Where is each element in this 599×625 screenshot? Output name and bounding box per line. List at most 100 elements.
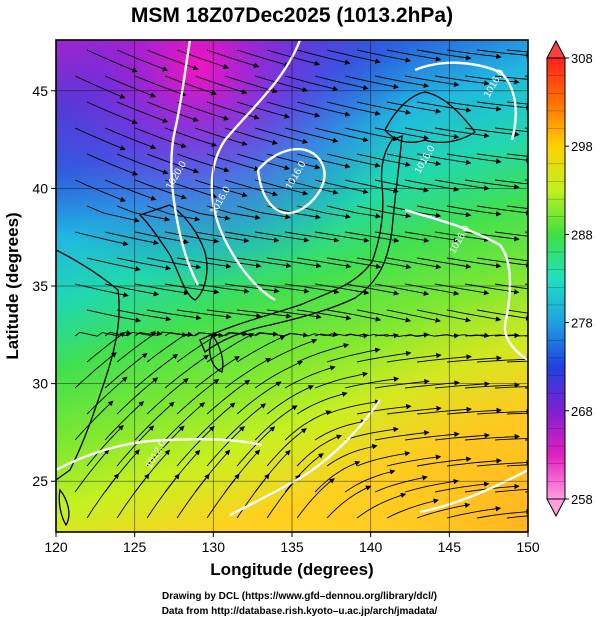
streamline [344, 426, 399, 441]
streamline [357, 49, 412, 63]
streamline [176, 378, 220, 415]
streamline [117, 257, 172, 271]
streamline [387, 257, 442, 270]
streamline [447, 205, 502, 217]
streamline [386, 498, 439, 519]
streamline [267, 257, 322, 269]
streamline [357, 350, 412, 363]
streamline [284, 75, 339, 92]
streamline [224, 179, 279, 197]
streamline [326, 444, 378, 467]
streamline [284, 179, 339, 195]
streamline [327, 257, 382, 269]
streamline [507, 205, 528, 209]
streamline [387, 101, 442, 114]
streamline [134, 75, 187, 97]
streamline [315, 231, 370, 243]
streamline [495, 438, 528, 441]
kyushu-coastline [208, 333, 224, 373]
streamline [344, 75, 399, 90]
x-tick-label: 125 [123, 539, 147, 555]
colorbar-tick-label: 308 [571, 51, 593, 66]
streamline [465, 434, 521, 441]
streamline [74, 75, 126, 99]
streamline [375, 179, 430, 193]
credit-drawing: Drawing by DCL (https://www.gfd–dennou.o… [161, 591, 437, 602]
streamline [297, 309, 352, 321]
streamline [104, 231, 159, 246]
taiwan-coastline [58, 488, 70, 527]
streamline [134, 401, 175, 441]
streamline [195, 231, 250, 244]
streamline [236, 335, 286, 363]
streamline [296, 205, 351, 220]
streamline [87, 309, 142, 323]
y-axis-ticks: 25 30 35 40 45 [32, 83, 56, 489]
streamline [134, 127, 187, 148]
streamline [176, 332, 224, 363]
streamline [435, 179, 490, 191]
x-tick-label: 120 [44, 539, 68, 555]
streamline [495, 231, 528, 237]
streamline [507, 464, 528, 467]
streamline [417, 456, 472, 467]
coastlines [56, 91, 476, 527]
streamline [116, 101, 169, 123]
streamline [416, 502, 471, 519]
streamline [344, 179, 399, 194]
streamline [134, 353, 179, 389]
streamline [296, 153, 351, 169]
streamline [206, 205, 261, 220]
streamline [507, 309, 528, 314]
streamline [435, 381, 490, 389]
streamline [237, 257, 292, 269]
wind-streamlines [74, 49, 528, 519]
streamline [104, 352, 148, 389]
streamline [375, 378, 430, 389]
streamline [207, 257, 262, 269]
streamline [477, 101, 528, 111]
streamline [344, 376, 400, 389]
streamline [165, 231, 220, 244]
china-coastline [56, 249, 120, 481]
streamline [477, 205, 528, 216]
streamline [254, 179, 309, 196]
streamline [327, 309, 382, 322]
streamline [296, 478, 335, 519]
colorbar-tick-label: 268 [571, 404, 593, 419]
streamline [344, 332, 399, 339]
streamline [224, 75, 278, 94]
streamline [477, 509, 528, 519]
x-tick-label: 145 [438, 539, 462, 555]
streamline [164, 354, 209, 389]
streamline [255, 283, 310, 294]
streamline [177, 309, 232, 320]
streamline [477, 49, 528, 58]
streamline [314, 460, 361, 493]
streamline [164, 402, 206, 441]
streamline [74, 127, 126, 151]
streamline [254, 127, 309, 144]
y-tick-label: 30 [32, 376, 48, 392]
streamline [284, 331, 339, 337]
streamline [495, 334, 528, 337]
streamline [465, 382, 521, 389]
streamline [375, 332, 430, 338]
streamline [477, 459, 528, 467]
streamline [146, 378, 189, 415]
streamline [236, 153, 291, 171]
colorbar-tick-label: 288 [571, 227, 593, 242]
streamline [507, 412, 528, 415]
isobar-1016-sea [256, 147, 326, 215]
colorbar-tick-label: 258 [571, 492, 593, 507]
streamline [477, 408, 528, 415]
streamline [447, 309, 502, 322]
streamline [356, 492, 407, 519]
streamline [417, 153, 472, 166]
streamline [507, 515, 528, 519]
streamline [104, 179, 157, 201]
streamline [206, 379, 251, 415]
colorbar-top-triangle [546, 39, 566, 59]
streamline [146, 101, 199, 122]
streamline [375, 430, 430, 441]
